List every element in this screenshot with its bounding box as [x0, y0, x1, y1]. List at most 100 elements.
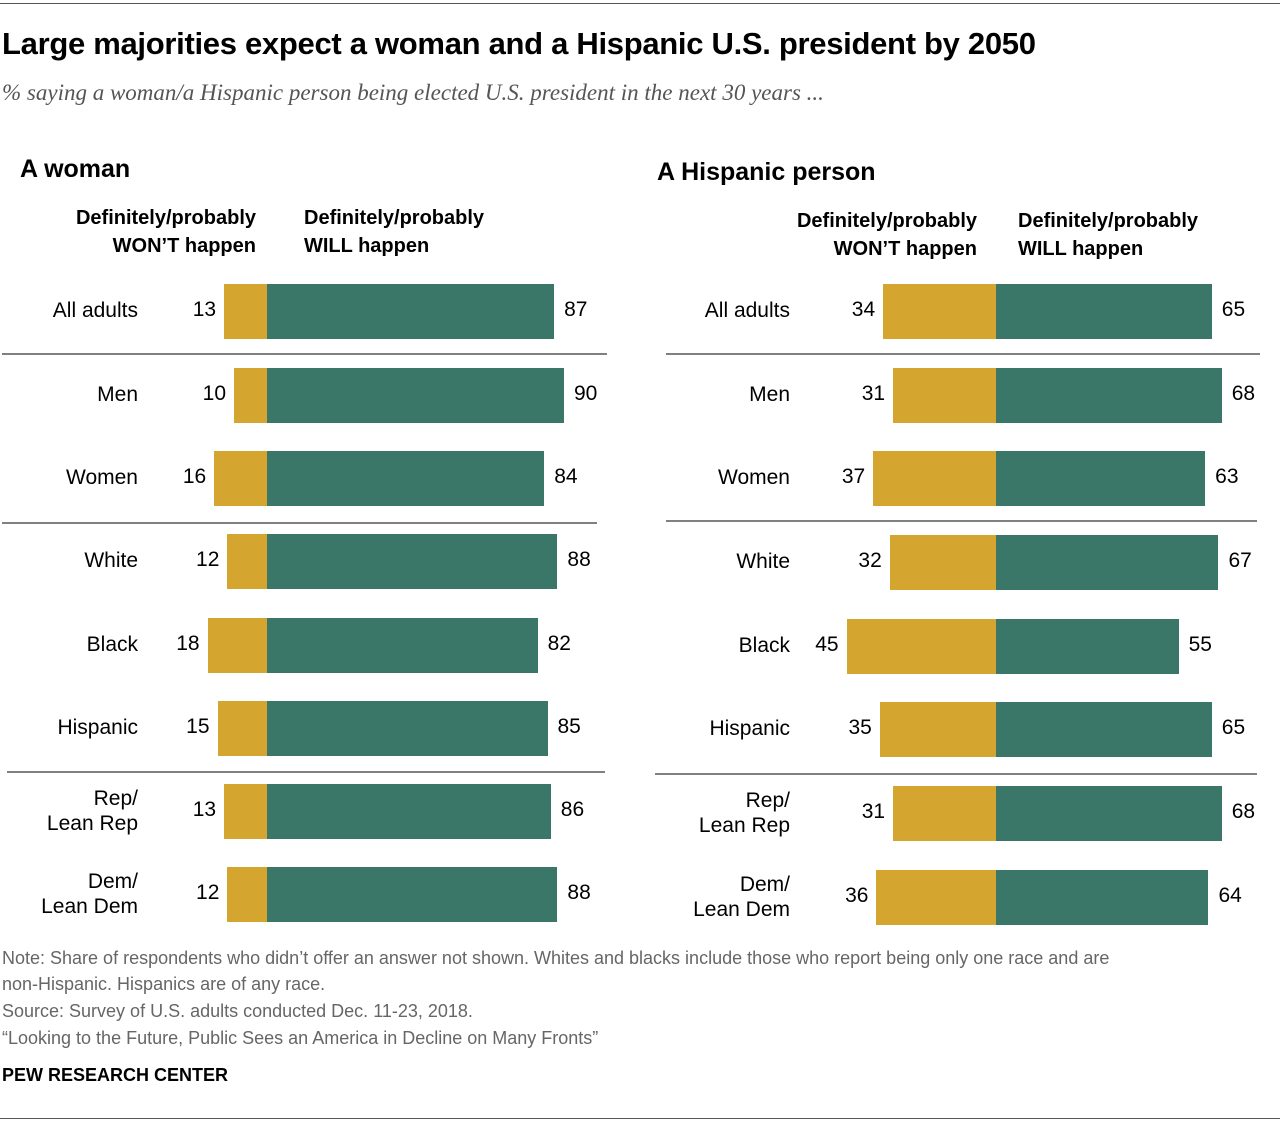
- group-divider: [666, 353, 1260, 355]
- category-label: All adults: [704, 299, 790, 322]
- value-wont: 31: [861, 800, 886, 823]
- bar-wont: [224, 784, 267, 839]
- brand-logo-text: PEW RESEARCH CENTER: [2, 1065, 229, 1085]
- value-will: 90: [574, 382, 598, 405]
- bar-wont: [889, 535, 996, 590]
- bar-will: [267, 534, 558, 589]
- group-divider: [666, 520, 1257, 522]
- bar-wont: [893, 786, 996, 841]
- chart-title: Large majorities expect a woman and a Hi…: [2, 26, 1036, 61]
- report-title: “Looking to the Future, Public Sees an A…: [2, 1028, 599, 1048]
- bar-wont: [234, 368, 267, 423]
- bar-will: [267, 784, 551, 839]
- category-label: Black: [738, 634, 790, 657]
- group-divider: [2, 522, 597, 524]
- value-will: 86: [560, 798, 585, 821]
- value-will: 65: [1221, 298, 1246, 321]
- bottom-rule: [0, 1118, 1280, 1119]
- value-wont: 31: [861, 382, 886, 405]
- value-will: 64: [1218, 884, 1242, 907]
- header-will: Definitely/probably WILL happen: [1018, 210, 1199, 260]
- bar-wont: [207, 618, 267, 673]
- bar-wont: [883, 284, 996, 339]
- category-label: Dem/ Lean Dem: [41, 870, 138, 918]
- source-note: Source: Survey of U.S. adults conducted …: [2, 1001, 473, 1021]
- bar-will: [996, 284, 1212, 339]
- value-wont: 32: [858, 549, 882, 572]
- bar-wont: [876, 870, 996, 925]
- value-will: 63: [1215, 465, 1239, 488]
- header-will: Definitely/probably WILL happen: [304, 207, 485, 257]
- value-wont: 35: [848, 716, 872, 739]
- value-wont: 13: [192, 798, 217, 821]
- header-wont: Definitely/probably WON’T happen: [796, 210, 977, 260]
- header-wont: Definitely/probably WON’T happen: [75, 207, 256, 257]
- value-wont: 12: [196, 548, 220, 571]
- group-divider: [655, 773, 1257, 775]
- value-will: 55: [1188, 633, 1212, 656]
- value-wont: 18: [176, 632, 200, 655]
- category-label: Women: [718, 466, 790, 489]
- bar-will: [267, 368, 564, 423]
- group-divider: [2, 353, 607, 355]
- value-will: 68: [1231, 382, 1256, 405]
- value-wont: 15: [186, 715, 210, 738]
- category-label: Rep/ Lean Rep: [46, 787, 138, 835]
- value-wont: 16: [182, 465, 207, 488]
- category-label: Hispanic: [57, 716, 138, 739]
- bar-will: [996, 451, 1206, 506]
- category-label: Hispanic: [709, 717, 790, 740]
- bar-will: [996, 786, 1222, 841]
- bar-will: [267, 284, 555, 339]
- value-wont: 13: [192, 298, 217, 321]
- value-wont: 45: [815, 633, 839, 656]
- value-will: 65: [1221, 716, 1246, 739]
- top-rule: [0, 3, 1280, 4]
- category-label: Men: [749, 383, 790, 406]
- category-label: All adults: [52, 299, 138, 322]
- bar-wont: [214, 451, 267, 506]
- value-will: 88: [567, 548, 591, 571]
- category-label: Rep/ Lean Rep: [698, 789, 790, 837]
- value-will: 67: [1228, 549, 1252, 572]
- category-label: White: [736, 550, 790, 573]
- value-wont: 10: [202, 382, 226, 405]
- category-label: Black: [86, 633, 138, 656]
- bar-will: [996, 870, 1209, 925]
- note-line-1: Note: Share of respondents who didn’t of…: [2, 948, 1110, 968]
- value-wont: 34: [851, 298, 876, 321]
- bar-wont: [227, 867, 267, 922]
- bar-will: [267, 701, 548, 756]
- category-label: White: [84, 549, 138, 572]
- value-will: 88: [567, 881, 591, 904]
- panel-title: A woman: [20, 155, 131, 183]
- bar-will: [996, 702, 1212, 757]
- bar-wont: [873, 451, 996, 506]
- bar-will: [267, 618, 538, 673]
- bar-will: [267, 867, 558, 922]
- bar-wont: [224, 284, 267, 339]
- panel-title: A Hispanic person: [657, 158, 876, 186]
- value-will: 85: [557, 715, 581, 738]
- category-label: Dem/ Lean Dem: [693, 873, 790, 921]
- chart-subtitle: % saying a woman/a Hispanic person being…: [2, 80, 824, 105]
- category-label: Women: [66, 466, 138, 489]
- group-divider: [7, 771, 605, 773]
- bar-will: [996, 368, 1222, 423]
- value-will: 84: [554, 465, 578, 488]
- value-will: 87: [564, 298, 588, 321]
- bar-will: [996, 619, 1179, 674]
- bar-wont: [893, 368, 996, 423]
- value-will: 82: [547, 632, 571, 655]
- value-wont: 12: [196, 881, 220, 904]
- bar-will: [996, 535, 1219, 590]
- value-wont: 37: [841, 465, 866, 488]
- value-wont: 36: [845, 884, 869, 907]
- bar-wont: [227, 534, 267, 589]
- value-will: 68: [1231, 800, 1256, 823]
- note-line-2: non-Hispanic. Hispanics are of any race.: [2, 974, 326, 994]
- bar-wont: [879, 702, 996, 757]
- bar-wont: [217, 701, 267, 756]
- bar-wont: [846, 619, 996, 674]
- bar-will: [267, 451, 545, 506]
